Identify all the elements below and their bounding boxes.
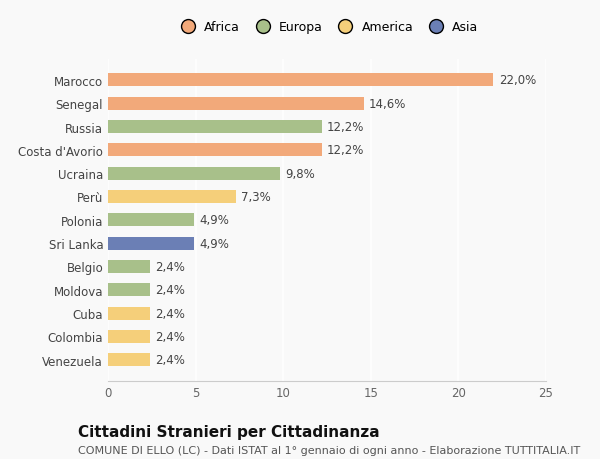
Bar [108, 98, 364, 110]
Bar [108, 330, 150, 343]
Text: 4,9%: 4,9% [199, 237, 229, 250]
Bar [108, 284, 150, 297]
Text: 2,4%: 2,4% [155, 307, 185, 320]
Text: 2,4%: 2,4% [155, 353, 185, 366]
Text: 2,4%: 2,4% [155, 330, 185, 343]
Text: 12,2%: 12,2% [327, 144, 364, 157]
Bar [108, 214, 194, 227]
Text: 4,9%: 4,9% [199, 214, 229, 227]
Text: 9,8%: 9,8% [285, 167, 315, 180]
Text: Cittadini Stranieri per Cittadinanza: Cittadini Stranieri per Cittadinanza [78, 425, 380, 440]
Text: 2,4%: 2,4% [155, 260, 185, 274]
Bar [108, 121, 322, 134]
Bar [108, 353, 150, 366]
Text: 2,4%: 2,4% [155, 284, 185, 297]
Text: 14,6%: 14,6% [369, 97, 406, 111]
Bar [108, 190, 236, 203]
Legend: Africa, Europa, America, Asia: Africa, Europa, America, Asia [176, 21, 478, 34]
Bar [108, 260, 150, 273]
Bar [108, 237, 194, 250]
Text: 7,3%: 7,3% [241, 190, 271, 203]
Bar [108, 74, 493, 87]
Text: 12,2%: 12,2% [327, 121, 364, 134]
Bar [108, 307, 150, 320]
Text: COMUNE DI ELLO (LC) - Dati ISTAT al 1° gennaio di ogni anno - Elaborazione TUTTI: COMUNE DI ELLO (LC) - Dati ISTAT al 1° g… [78, 445, 580, 455]
Text: 22,0%: 22,0% [499, 74, 536, 87]
Bar [108, 144, 322, 157]
Bar [108, 168, 280, 180]
